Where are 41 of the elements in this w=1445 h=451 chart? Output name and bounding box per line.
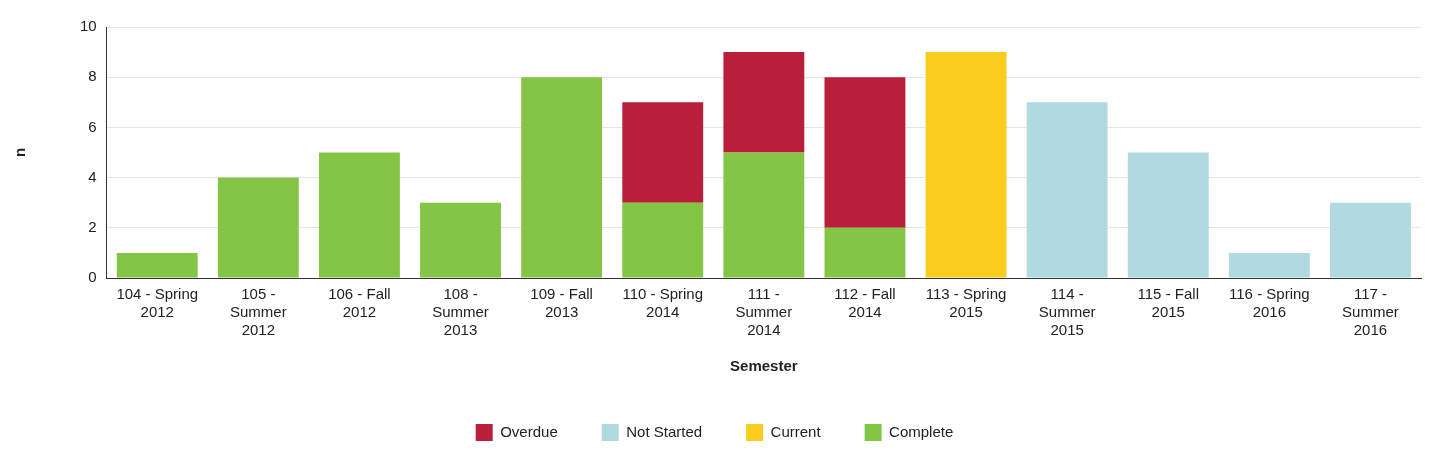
- bar: [723, 52, 805, 153]
- x-tick-label: 112 - Fall 2014: [834, 285, 896, 321]
- bar: [1127, 152, 1209, 278]
- bar: [116, 252, 198, 278]
- bar: [622, 202, 704, 278]
- x-tick-label: 113 - Spring 2015: [925, 285, 1007, 321]
- y-axis-title: n: [11, 147, 29, 158]
- y-tick-label: 4: [88, 167, 97, 185]
- y-tick-label: 8: [88, 67, 97, 85]
- x-tick-label: 116 - Spring 2016: [1229, 285, 1310, 321]
- x-tick-label: 104 - Spring 2012: [116, 285, 199, 321]
- bar: [824, 227, 906, 278]
- bar: [1330, 202, 1411, 278]
- x-axis-title: Semester: [730, 357, 798, 375]
- bar: [1026, 102, 1108, 278]
- y-tick-label: 10: [80, 17, 97, 35]
- bar: [824, 77, 906, 228]
- bar: [420, 202, 501, 278]
- bar: [217, 177, 299, 278]
- bar: [521, 77, 603, 278]
- x-tick-label: 115 - Fall 2015: [1137, 285, 1199, 321]
- legend-label: Complete: [889, 422, 954, 440]
- x-tick-label: 111 - Summer 2014: [735, 285, 793, 339]
- bar: [925, 52, 1007, 278]
- bar: [622, 102, 704, 203]
- bar: [1228, 252, 1310, 278]
- legend-label: Current: [770, 422, 822, 440]
- legend-label: Overdue: [500, 422, 558, 440]
- y-tick-label: 6: [88, 117, 97, 135]
- legend-label: Not Started: [626, 422, 703, 440]
- bar: [319, 152, 400, 278]
- x-tick-label: 114 - Summer 2015: [1038, 285, 1096, 339]
- x-tick-label: 105 - Summer 2012: [229, 285, 287, 339]
- x-tick-label: 117 - Summer 2016: [1342, 285, 1399, 339]
- y-tick-label: 2: [88, 217, 97, 235]
- x-tick-label: 109 - Fall 2013: [530, 285, 593, 321]
- bar: [723, 152, 805, 278]
- x-tick-label: 106 - Fall 2012: [328, 285, 391, 321]
- x-tick-label: 108 - Summer 2013: [432, 285, 489, 339]
- x-tick-label: 110 - Spring 2014: [622, 285, 704, 321]
- y-tick-label: 0: [88, 268, 97, 286]
